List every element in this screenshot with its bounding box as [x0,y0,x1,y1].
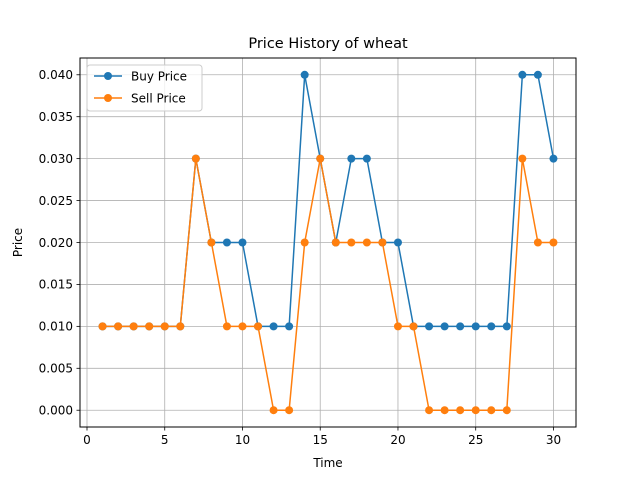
y-tick-label: 0.000 [39,404,73,418]
data-point [222,322,231,331]
data-point [362,238,371,247]
y-axis-label: Price [11,228,25,257]
data-point [456,322,465,331]
y-tick-label: 0.035 [39,110,73,124]
legend: Buy Price Sell Price [86,64,203,112]
x-tick-label: 30 [546,433,561,447]
x-tick-label: 0 [83,433,91,447]
legend-marker [104,72,112,80]
data-point [393,322,402,331]
data-point [222,238,231,247]
y-tick-label: 0.030 [39,152,73,166]
data-point [440,322,449,331]
data-point [145,322,154,331]
data-point [549,154,558,163]
data-point [176,322,185,331]
data-point [129,322,138,331]
y-tick-label: 0.025 [39,194,73,208]
ticks: 0 5 10 15 20 25 30 0.000 0.005 0.010 0.015 0.020 0.0… [39,68,561,447]
data-point [440,406,449,415]
data-point [425,322,434,331]
data-point [362,154,371,163]
data-point [502,406,511,415]
series-layer [98,70,558,415]
data-point [347,154,356,163]
data-point [238,238,247,247]
data-point [487,322,496,331]
data-point [518,70,527,79]
data-point [331,238,340,247]
data-point [533,70,542,79]
data-point [471,322,480,331]
y-tick-label: 0.015 [39,278,73,292]
data-point [285,406,294,415]
legend-label: Sell Price [131,91,186,105]
legend-item: Buy Price [94,69,187,83]
legend-label: Buy Price [131,69,187,83]
data-point [300,70,309,79]
data-point [393,238,402,247]
data-point [285,322,294,331]
data-point [269,322,278,331]
x-tick-label: 10 [235,433,250,447]
data-point [191,154,200,163]
data-point [518,154,527,163]
y-tick-label: 0.010 [39,320,73,334]
data-point [549,238,558,247]
y-tick-label: 0.020 [39,236,73,250]
data-point [300,238,309,247]
data-point [316,154,325,163]
x-tick-label: 25 [468,433,483,447]
legend-marker [104,94,112,102]
data-point [347,238,356,247]
data-point [254,322,263,331]
data-point [487,406,496,415]
data-point [98,322,107,331]
data-point [409,322,418,331]
data-point [114,322,123,331]
data-point [238,322,247,331]
x-tick-label: 5 [161,433,169,447]
data-point [456,406,465,415]
x-tick-label: 15 [313,433,328,447]
data-point [269,406,278,415]
data-point [378,238,387,247]
x-tick-label: 20 [390,433,405,447]
y-tick-label: 0.040 [39,68,73,82]
x-axis-label: Time [312,456,342,470]
data-point [160,322,169,331]
data-point [207,238,216,247]
y-tick-label: 0.005 [39,362,73,376]
data-point [471,406,480,415]
legend-item: Sell Price [94,91,186,105]
data-point [425,406,434,415]
series-sell-price [98,154,558,415]
data-point [533,238,542,247]
data-point [502,322,511,331]
chart-title: Price History of wheat [248,36,408,52]
